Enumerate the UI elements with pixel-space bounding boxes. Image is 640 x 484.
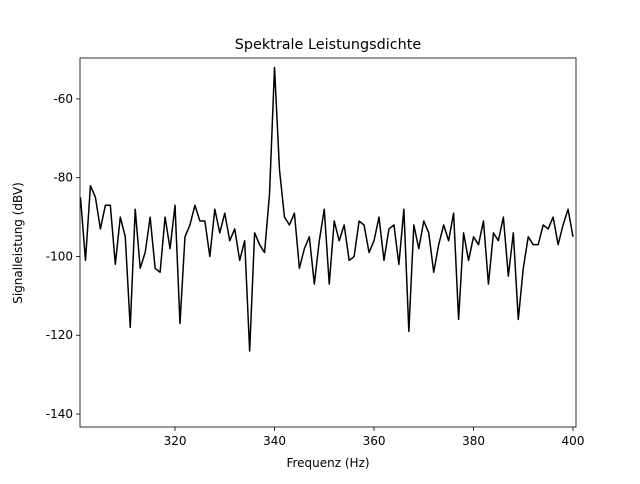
x-tick-label: 320 [164, 434, 187, 448]
x-tick-label: 340 [263, 434, 286, 448]
x-tick-label: 400 [562, 434, 585, 448]
x-tick-label: 380 [462, 434, 485, 448]
y-tick-label: -60 [53, 92, 73, 106]
y-tick-label: -100 [46, 249, 73, 263]
x-axis-label: Frequenz (Hz) [286, 456, 369, 470]
y-tick-label: -140 [46, 407, 73, 421]
y-tick-label: -120 [46, 328, 73, 342]
chart-title: Spektrale Leistungsdichte [235, 37, 422, 53]
data-line [80, 66, 574, 352]
y-tick-label: -80 [53, 171, 73, 185]
plot-frame [79, 57, 577, 428]
x-tick-label: 360 [363, 434, 386, 448]
y-axis-label: Signalleistung (dBV) [11, 182, 25, 304]
